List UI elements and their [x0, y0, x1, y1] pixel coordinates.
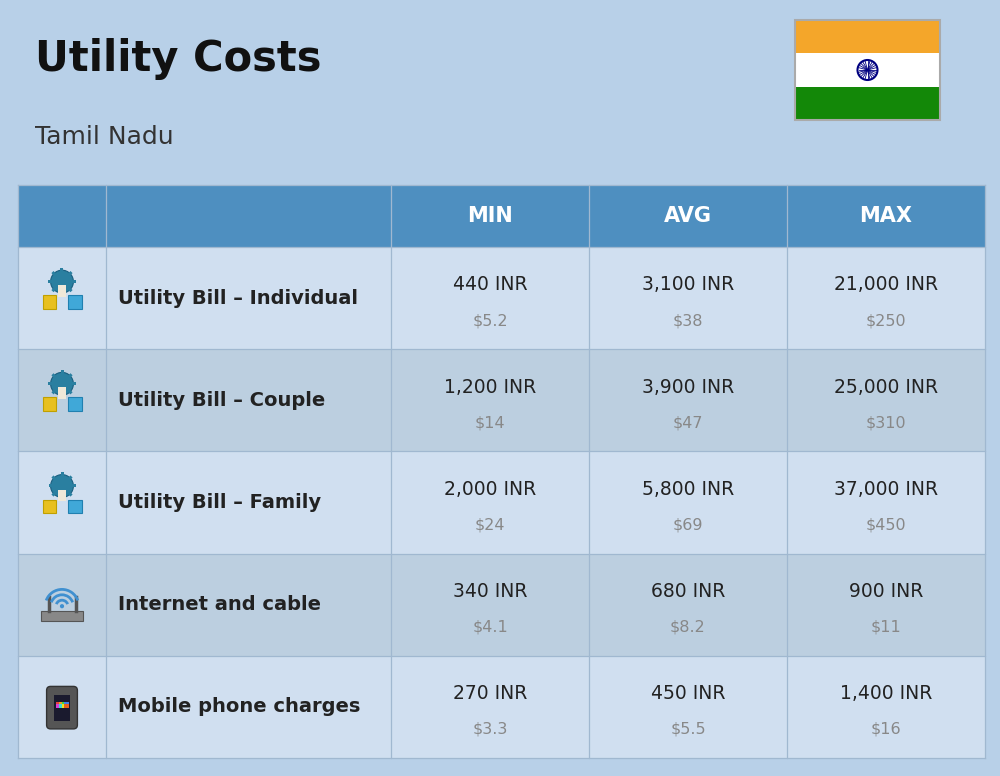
Text: 5,800 INR: 5,800 INR: [642, 480, 734, 499]
Bar: [68, 390, 73, 394]
Bar: [60, 495, 63, 500]
Bar: [68, 397, 82, 411]
Bar: [62, 702, 66, 705]
Text: Utility Bill – Couple: Utility Bill – Couple: [118, 391, 325, 410]
Text: $310: $310: [866, 415, 906, 430]
Text: Utility Costs: Utility Costs: [35, 38, 322, 80]
Text: 450 INR: 450 INR: [651, 684, 725, 703]
Text: MIN: MIN: [467, 206, 513, 226]
Bar: [51, 476, 56, 480]
Text: $250: $250: [866, 313, 906, 328]
Bar: [68, 500, 82, 513]
Text: 25,000 INR: 25,000 INR: [834, 377, 938, 397]
Text: $38: $38: [673, 313, 703, 328]
Text: Internet and cable: Internet and cable: [118, 595, 321, 614]
Text: 3,900 INR: 3,900 INR: [642, 377, 734, 397]
Bar: [18, 185, 985, 247]
Text: $14: $14: [475, 415, 505, 430]
Text: $5.5: $5.5: [670, 722, 706, 737]
Bar: [18, 452, 985, 553]
Bar: [42, 397, 56, 411]
Bar: [48, 383, 53, 386]
Bar: [71, 383, 76, 386]
Bar: [51, 491, 56, 497]
Bar: [61, 473, 64, 476]
Bar: [64, 704, 69, 708]
Text: $11: $11: [871, 620, 901, 635]
Bar: [68, 373, 73, 378]
Text: 680 INR: 680 INR: [651, 582, 725, 601]
FancyBboxPatch shape: [47, 687, 77, 729]
Bar: [795, 87, 940, 120]
Bar: [49, 484, 53, 487]
Bar: [58, 387, 66, 399]
Bar: [51, 287, 56, 293]
Text: $16: $16: [871, 722, 901, 737]
Circle shape: [51, 475, 73, 497]
Text: 3,100 INR: 3,100 INR: [642, 275, 734, 294]
Bar: [71, 484, 76, 487]
Text: 1,200 INR: 1,200 INR: [444, 377, 536, 397]
Bar: [18, 349, 985, 452]
Circle shape: [60, 604, 64, 608]
Bar: [71, 280, 76, 283]
Bar: [795, 20, 940, 120]
Bar: [59, 704, 63, 708]
Text: 440 INR: 440 INR: [453, 275, 527, 294]
Bar: [64, 702, 69, 705]
Text: 900 INR: 900 INR: [849, 582, 923, 601]
Bar: [61, 291, 64, 295]
Bar: [68, 491, 73, 497]
Bar: [41, 611, 83, 622]
Bar: [68, 295, 82, 309]
Text: Utility Bill – Family: Utility Bill – Family: [118, 493, 321, 512]
Bar: [60, 268, 63, 272]
Text: $47: $47: [673, 415, 703, 430]
Circle shape: [51, 270, 73, 293]
Text: 37,000 INR: 37,000 INR: [834, 480, 938, 499]
Circle shape: [51, 372, 73, 395]
Bar: [51, 390, 56, 394]
Bar: [795, 54, 940, 87]
Bar: [42, 295, 56, 309]
Text: $8.2: $8.2: [670, 620, 706, 635]
Bar: [62, 704, 66, 708]
Bar: [61, 370, 64, 375]
Bar: [42, 500, 56, 513]
Bar: [54, 695, 70, 722]
Text: Mobile phone charges: Mobile phone charges: [118, 698, 360, 716]
Text: $24: $24: [475, 518, 505, 532]
Text: 270 INR: 270 INR: [453, 684, 527, 703]
Bar: [56, 704, 61, 708]
Bar: [58, 490, 66, 501]
Text: $5.2: $5.2: [472, 313, 508, 328]
Text: $4.1: $4.1: [472, 620, 508, 635]
Text: Utility Bill – Individual: Utility Bill – Individual: [118, 289, 358, 307]
Text: 340 INR: 340 INR: [453, 582, 527, 601]
Text: Tamil Nadu: Tamil Nadu: [35, 125, 174, 149]
Bar: [58, 286, 66, 296]
Bar: [59, 702, 63, 705]
Text: 1,400 INR: 1,400 INR: [840, 684, 932, 703]
Bar: [18, 656, 985, 758]
Bar: [68, 287, 73, 293]
Bar: [61, 393, 64, 397]
Bar: [18, 247, 985, 349]
Text: MAX: MAX: [860, 206, 912, 226]
Bar: [48, 280, 53, 283]
Bar: [51, 373, 56, 378]
Bar: [68, 271, 73, 276]
Text: $450: $450: [866, 518, 906, 532]
Bar: [56, 702, 61, 705]
Bar: [51, 271, 56, 276]
Bar: [68, 476, 73, 480]
Text: $3.3: $3.3: [472, 722, 508, 737]
Text: 2,000 INR: 2,000 INR: [444, 480, 536, 499]
Text: AVG: AVG: [664, 206, 712, 226]
Bar: [795, 20, 940, 54]
Text: 21,000 INR: 21,000 INR: [834, 275, 938, 294]
Text: $69: $69: [673, 518, 703, 532]
Bar: [18, 553, 985, 656]
